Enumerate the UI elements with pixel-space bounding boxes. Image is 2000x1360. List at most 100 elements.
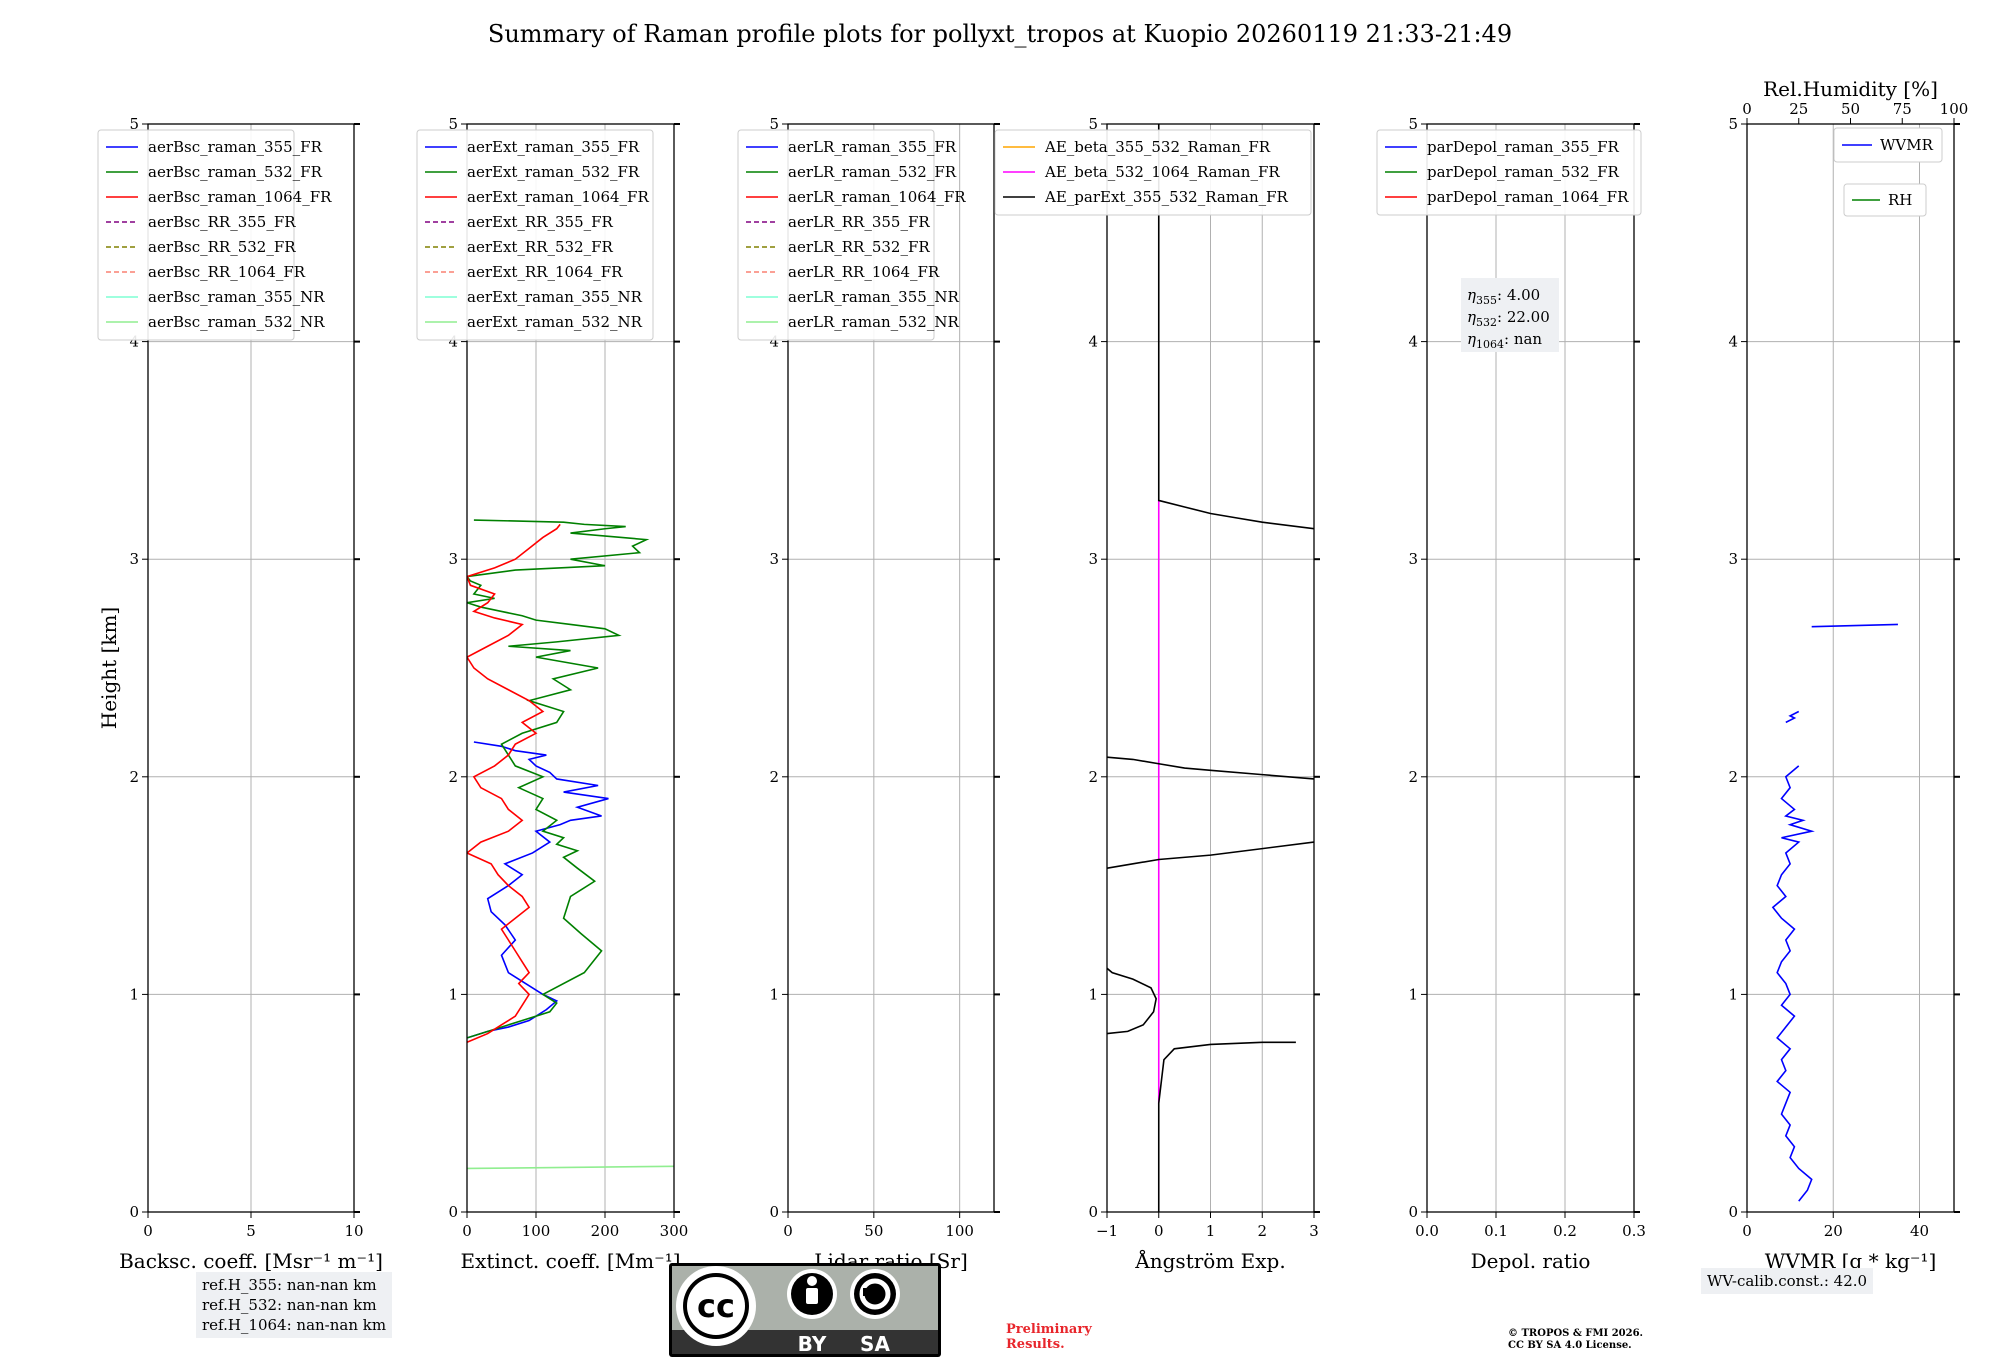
legend-label: aerBsc_RR_532_FR [148,238,296,256]
legend: parDepol_raman_355_FR parDepol_raman_532_… [1376,129,1642,216]
legend-label: aerExt_RR_355_FR [467,213,614,231]
y-tick-label: 4 [1728,333,1738,351]
legend: WVMR [1833,127,1943,163]
x-tick-label: 0 [783,1222,793,1240]
y-tick-label: 2 [448,768,458,786]
legend-box [1376,129,1642,216]
y-tick-label: 5 [1088,115,1098,133]
cc-logo-text: cc [697,1287,735,1325]
legend: AE_beta_355_532_Raman_FR AE_beta_532_1064… [994,129,1312,216]
legend-label: aerBsc_RR_1064_FR [148,263,306,281]
y-tick-label: 3 [1728,550,1738,568]
y-axis-label: Height [km] [97,607,121,729]
figure-title: Summary of Raman profile plots for polly… [487,20,1513,48]
panel-backscatter: 0 5 10 0 1 2 3 4 5 Backsc. coeff. [Msr⁻¹ m⁻¹] aerB… [97,115,383,1273]
legend-label: aerBsc_raman_355_FR [148,138,323,156]
x-axis-label: Backsc. coeff. [Msr⁻¹ m⁻¹] [119,1249,383,1273]
y-tick-label: 4 [769,333,779,351]
y-tick-label: 1 [1088,985,1098,1003]
legend-box [416,129,654,341]
y-tick-label: 2 [769,768,779,786]
y-tick-label: 3 [448,550,458,568]
series-line-blue [1771,765,1815,1202]
y-tick-label: 5 [129,115,139,133]
y-tick-label: 2 [1728,768,1738,786]
series-line-black [1107,841,1314,869]
eta-1064: η1064: nan [1467,330,1542,351]
y-tick-label: 1 [1728,985,1738,1003]
x-tick-label: 100 [522,1222,551,1240]
legend-label: aerBsc_raman_532_FR [148,163,323,181]
y-tick-label: 4 [1408,333,1418,351]
y-tick-label: 0 [1088,1203,1098,1221]
legend-label: aerLR_raman_532_FR [788,163,957,181]
y-tick-label: 5 [1728,115,1738,133]
y-tick-label: 0 [129,1203,139,1221]
series-line-black [1107,967,1157,1035]
y-tick-label: 0 [448,1203,458,1221]
x-tick-label: 0.1 [1484,1222,1508,1240]
legend-box [97,129,295,341]
y-tick-label: 2 [129,768,139,786]
legend-label: aerExt_RR_1064_FR [467,263,623,281]
legend-label: aerExt_raman_1064_FR [467,188,649,206]
x-tick-label: 0 [462,1222,472,1240]
x-tick-label: 40 [1910,1222,1929,1240]
x-tick-label: 0.2 [1553,1222,1577,1240]
y-tick-label: 1 [1408,985,1418,1003]
y-tick-label: 2 [1088,768,1098,786]
legend-label: AE_beta_355_532_Raman_FR [1044,138,1271,156]
legend-label: parDepol_raman_532_FR [1427,163,1620,181]
sa-share-icon [859,1278,891,1310]
legend-label: AE_parExt_355_532_Raman_FR [1044,188,1289,206]
x-tick-label: 0.3 [1622,1222,1646,1240]
preliminary-line-1: Preliminary [1006,1322,1092,1337]
x-tick-label: 0 [1154,1222,1164,1240]
wv-calibration-constant: WV-calib.const.: 42.0 [1707,1272,1868,1290]
ref-height-1064: ref.H_1064: nan-nan km [202,1316,387,1334]
legend-label: RH [1888,191,1912,209]
wv-calibration-box: WV-calib.const.: 42.0 [1701,1268,1874,1294]
legend: RH [1843,183,1927,217]
cc-by-sa-license-logo: cc BY SA [669,1263,941,1357]
legend-label: aerLR_raman_1064_FR [788,188,966,206]
x-tick-label: −1 [1096,1222,1118,1240]
copyright-line-1: © TROPOS & FMI 2026. [1508,1328,1644,1339]
axes-frame [787,123,995,1213]
legend-box [1843,183,1927,217]
reference-height-box: ref.H_355: nan-nan km ref.H_532: nan-nan… [196,1272,393,1338]
legend: aerLR_raman_355_FR aerLR_raman_532_FR aerL… [737,129,966,341]
x-tick-label: 3 [1309,1222,1319,1240]
legend-label: aerExt_raman_532_FR [467,163,640,181]
series-line-lightgreen [467,1165,674,1170]
legend-label: AE_beta_532_1064_Raman_FR [1044,163,1280,181]
copyright-note: © TROPOS & FMI 2026. CC BY SA 4.0 Licens… [1508,1328,1643,1352]
series-line-red [467,523,561,1044]
y-tick-label: 4 [448,333,458,351]
axes-frame [466,123,675,1213]
legend-box [1833,127,1943,163]
top-x-tick-label: 0 [1742,100,1752,118]
x-tick-label: 200 [591,1222,620,1240]
legend-label: aerLR_RR_1064_FR [788,263,940,281]
top-x-tick-label: 100 [1940,100,1969,118]
eta-355: η355: 4.00 [1467,286,1540,307]
legend-label: aerBsc_raman_532_NR [148,313,325,331]
preliminary-line-2: Results. [1006,1337,1065,1352]
y-tick-label: 3 [769,550,779,568]
x-tick-label: 10 [344,1222,363,1240]
top-x-tick-label: 50 [1841,100,1860,118]
legend-label: aerExt_raman_532_NR [467,313,643,331]
y-tick-label: 0 [1408,1203,1418,1221]
y-tick-label: 4 [1088,333,1098,351]
axes-frame [1426,123,1635,1213]
eta-box-bg [1461,278,1559,352]
y-tick-label: 3 [129,550,139,568]
y-tick-label: 0 [769,1203,779,1221]
legend-label: parDepol_raman_355_FR [1427,138,1620,156]
y-tick-label: 5 [1408,115,1418,133]
series-line-blue [1785,710,1800,724]
